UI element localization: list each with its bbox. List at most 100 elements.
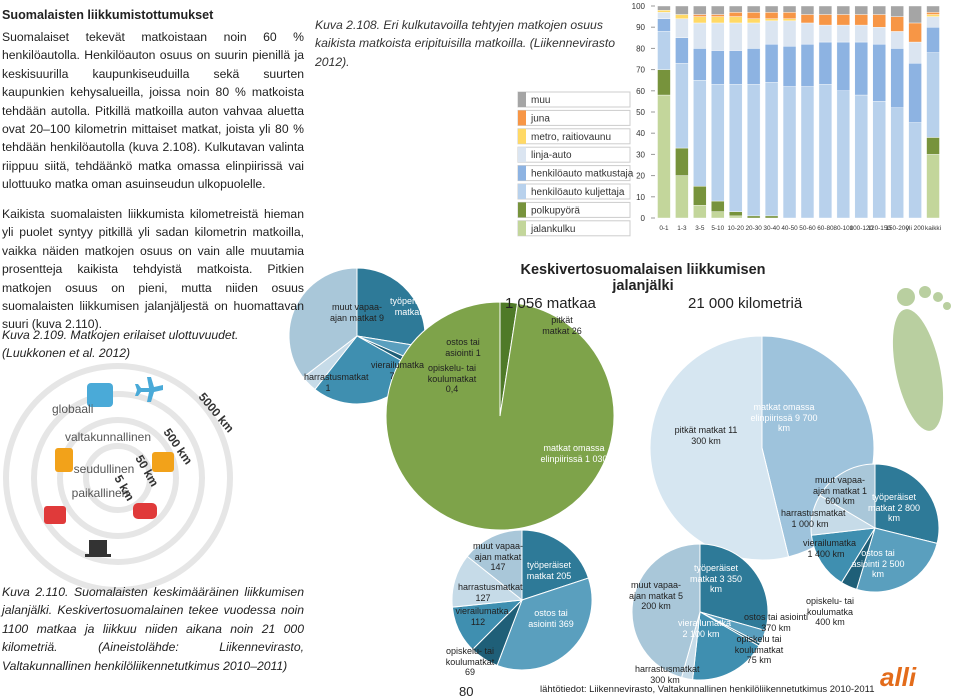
- legend-swatch: [518, 202, 526, 218]
- bar-segment: [746, 5, 761, 13]
- pie-label: muut vapaa-ajan matkat 1 600 km: [812, 475, 868, 506]
- x-tick-label: 120-150: [867, 225, 891, 232]
- pie-slice: [692, 611, 760, 681]
- caption: Kuva 2.110. Suomalaisten keskimääräinen …: [2, 585, 304, 673]
- bar-segment: [675, 37, 689, 64]
- bar-segment: [782, 5, 797, 13]
- pie-label: ostos tai asiointi 1: [445, 337, 481, 358]
- bar-segment: [890, 5, 904, 17]
- bar-segment: [657, 31, 671, 70]
- bar-segment: [729, 5, 743, 13]
- y-tick-label: 80: [636, 44, 645, 53]
- pie-label: vierailumatka 7: [371, 360, 425, 381]
- bar-segment: [926, 27, 940, 53]
- bar-segment: [693, 205, 707, 219]
- bar-segment: [908, 41, 922, 64]
- bar-segment: [854, 5, 868, 15]
- bar-segment: [675, 147, 689, 176]
- bar-segment: [657, 5, 671, 11]
- bar-segment: [746, 84, 761, 217]
- pie-label: opiskelu- tai koulumatkat 0,4: [427, 363, 477, 394]
- legend-swatch: [518, 128, 526, 144]
- icon-bus: [152, 452, 174, 472]
- y-tick-label: 20: [636, 172, 645, 181]
- bar-segment: [657, 69, 671, 96]
- bar-segment: [890, 48, 904, 108]
- x-tick-label: 80-100: [833, 225, 853, 232]
- pie-slice: [385, 301, 615, 531]
- bar-segment: [729, 16, 743, 24]
- paragraph: Kaikista suomalaisten liikkumista kilome…: [2, 207, 304, 332]
- pie-label: muut vapaa-ajan matkat 9: [329, 302, 385, 323]
- bar-segment: [872, 5, 886, 15]
- y-tick-label: 60: [636, 87, 645, 96]
- pie-label: vierailumatka 112: [455, 606, 509, 627]
- bar-segment: [800, 5, 815, 15]
- bar-segment: [764, 20, 779, 45]
- bar-segment: [890, 107, 904, 219]
- icon-car: [44, 506, 66, 524]
- distance-diagram: globaali valtakunnallinen seudullinen pa…: [3, 363, 237, 593]
- bar-segment: [854, 24, 868, 43]
- source: lähtötiedot: Liikennevirasto, Valtakunna…: [540, 684, 875, 695]
- bar-segment: [711, 14, 725, 17]
- pie-label: harrastusmatkat 300 km: [635, 664, 700, 685]
- pie-label: harrastusmatkat 1 000 km: [781, 508, 846, 529]
- legend-label: henkilöauto matkustaja: [531, 169, 634, 180]
- bar-segment: [818, 24, 833, 43]
- toe: [919, 286, 931, 298]
- y-tick-label: 10: [636, 193, 645, 202]
- bar-segment: [729, 84, 743, 212]
- bar-segment: [782, 18, 797, 22]
- bar-segment: [657, 12, 671, 19]
- bar-segment: [854, 14, 868, 26]
- bar-segment: [746, 18, 761, 24]
- bar-segment: [746, 22, 761, 49]
- bar-segment: [764, 215, 779, 219]
- pie-label: opiskelu tai koulumatkat 75 km: [734, 634, 784, 665]
- pie-label: opiskelu- tai koulumatka 400 km: [805, 596, 855, 627]
- caption: Kuva 2.108. Eri kulkutavoilla tehtyjen m…: [315, 18, 616, 69]
- bar-segment: [711, 200, 725, 212]
- bar-segment: [729, 12, 743, 17]
- bar-segment: [693, 22, 707, 49]
- icon-car: [133, 503, 157, 519]
- bar-segment: [657, 94, 671, 219]
- bar-segment: [926, 5, 940, 13]
- pie-label: ostos tai asiointi 2 500 km: [851, 548, 905, 579]
- bar-segment: [764, 12, 779, 19]
- level-label: paikallinen: [72, 486, 129, 500]
- bar-segment: [764, 5, 779, 13]
- bar-segment: [872, 14, 886, 28]
- legend-swatch: [518, 147, 526, 163]
- bar-segment: [657, 18, 671, 32]
- pie-slice: [819, 463, 876, 529]
- bar-segment: [818, 41, 833, 85]
- bar-segment: [926, 52, 940, 138]
- bar-segment: [675, 14, 689, 19]
- pie-label: pitkät matkat 26: [542, 315, 582, 336]
- footprint-km: 21 000 kilometriä: [688, 295, 803, 312]
- bar-segment: [729, 50, 743, 85]
- pie-label: pitkät matkat 11 300 km: [674, 425, 738, 446]
- y-tick-label: 100: [632, 2, 646, 11]
- y-tick-label: 50: [636, 108, 645, 117]
- bar-segment: [729, 22, 743, 51]
- pie-label: harrastusmatkat 1: [304, 372, 369, 393]
- pie-slice: [631, 543, 701, 679]
- pie-slice: [810, 527, 876, 584]
- toe: [897, 288, 915, 306]
- bar-segment: [657, 10, 671, 13]
- level-label: valtakunnallinen: [65, 430, 151, 444]
- bar-segment: [729, 215, 743, 219]
- x-tick-label: 40-50: [781, 225, 798, 232]
- x-tick-label: 0-1: [659, 225, 669, 232]
- bar-segment: [746, 12, 761, 19]
- bar-segment: [729, 211, 743, 217]
- bar-segment: [872, 27, 886, 45]
- x-tick-label: 50-60: [799, 225, 816, 232]
- bar-segment: [764, 18, 779, 22]
- bar-segment: [693, 5, 707, 15]
- pie-label: opiskelu- tai koulumatkat 69: [445, 646, 495, 677]
- footprint-icon: [892, 286, 951, 431]
